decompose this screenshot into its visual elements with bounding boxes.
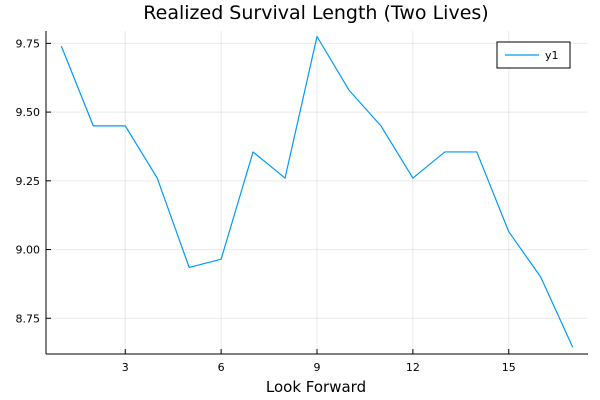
x-tick-label: 9 [314,361,321,374]
legend: y1 [496,41,571,69]
tick-labels-layer: 3 6 9 12 15 8.75 9.00 9.25 9.50 9.75 [16,37,516,374]
y-tick-label: 9.75 [16,37,41,50]
x-tick-label: 12 [406,361,420,374]
y-tick-label: 9.25 [16,175,41,188]
y-tick-label: 9.00 [16,244,41,257]
y-tick-label: 8.75 [16,312,41,325]
y-tick-label: 9.50 [16,106,41,119]
x-tick-label: 6 [218,361,225,374]
x-axis-label: Look Forward [266,378,366,396]
legend-label-y1: y1 [545,49,559,62]
axes-layer [45,31,588,355]
x-tick-label: 3 [122,361,129,374]
chart-title: Realized Survival Length (Two Lives) [143,2,488,24]
series-line-y1 [60,35,574,348]
x-tick-label: 15 [502,361,516,374]
series-layer [60,35,574,348]
